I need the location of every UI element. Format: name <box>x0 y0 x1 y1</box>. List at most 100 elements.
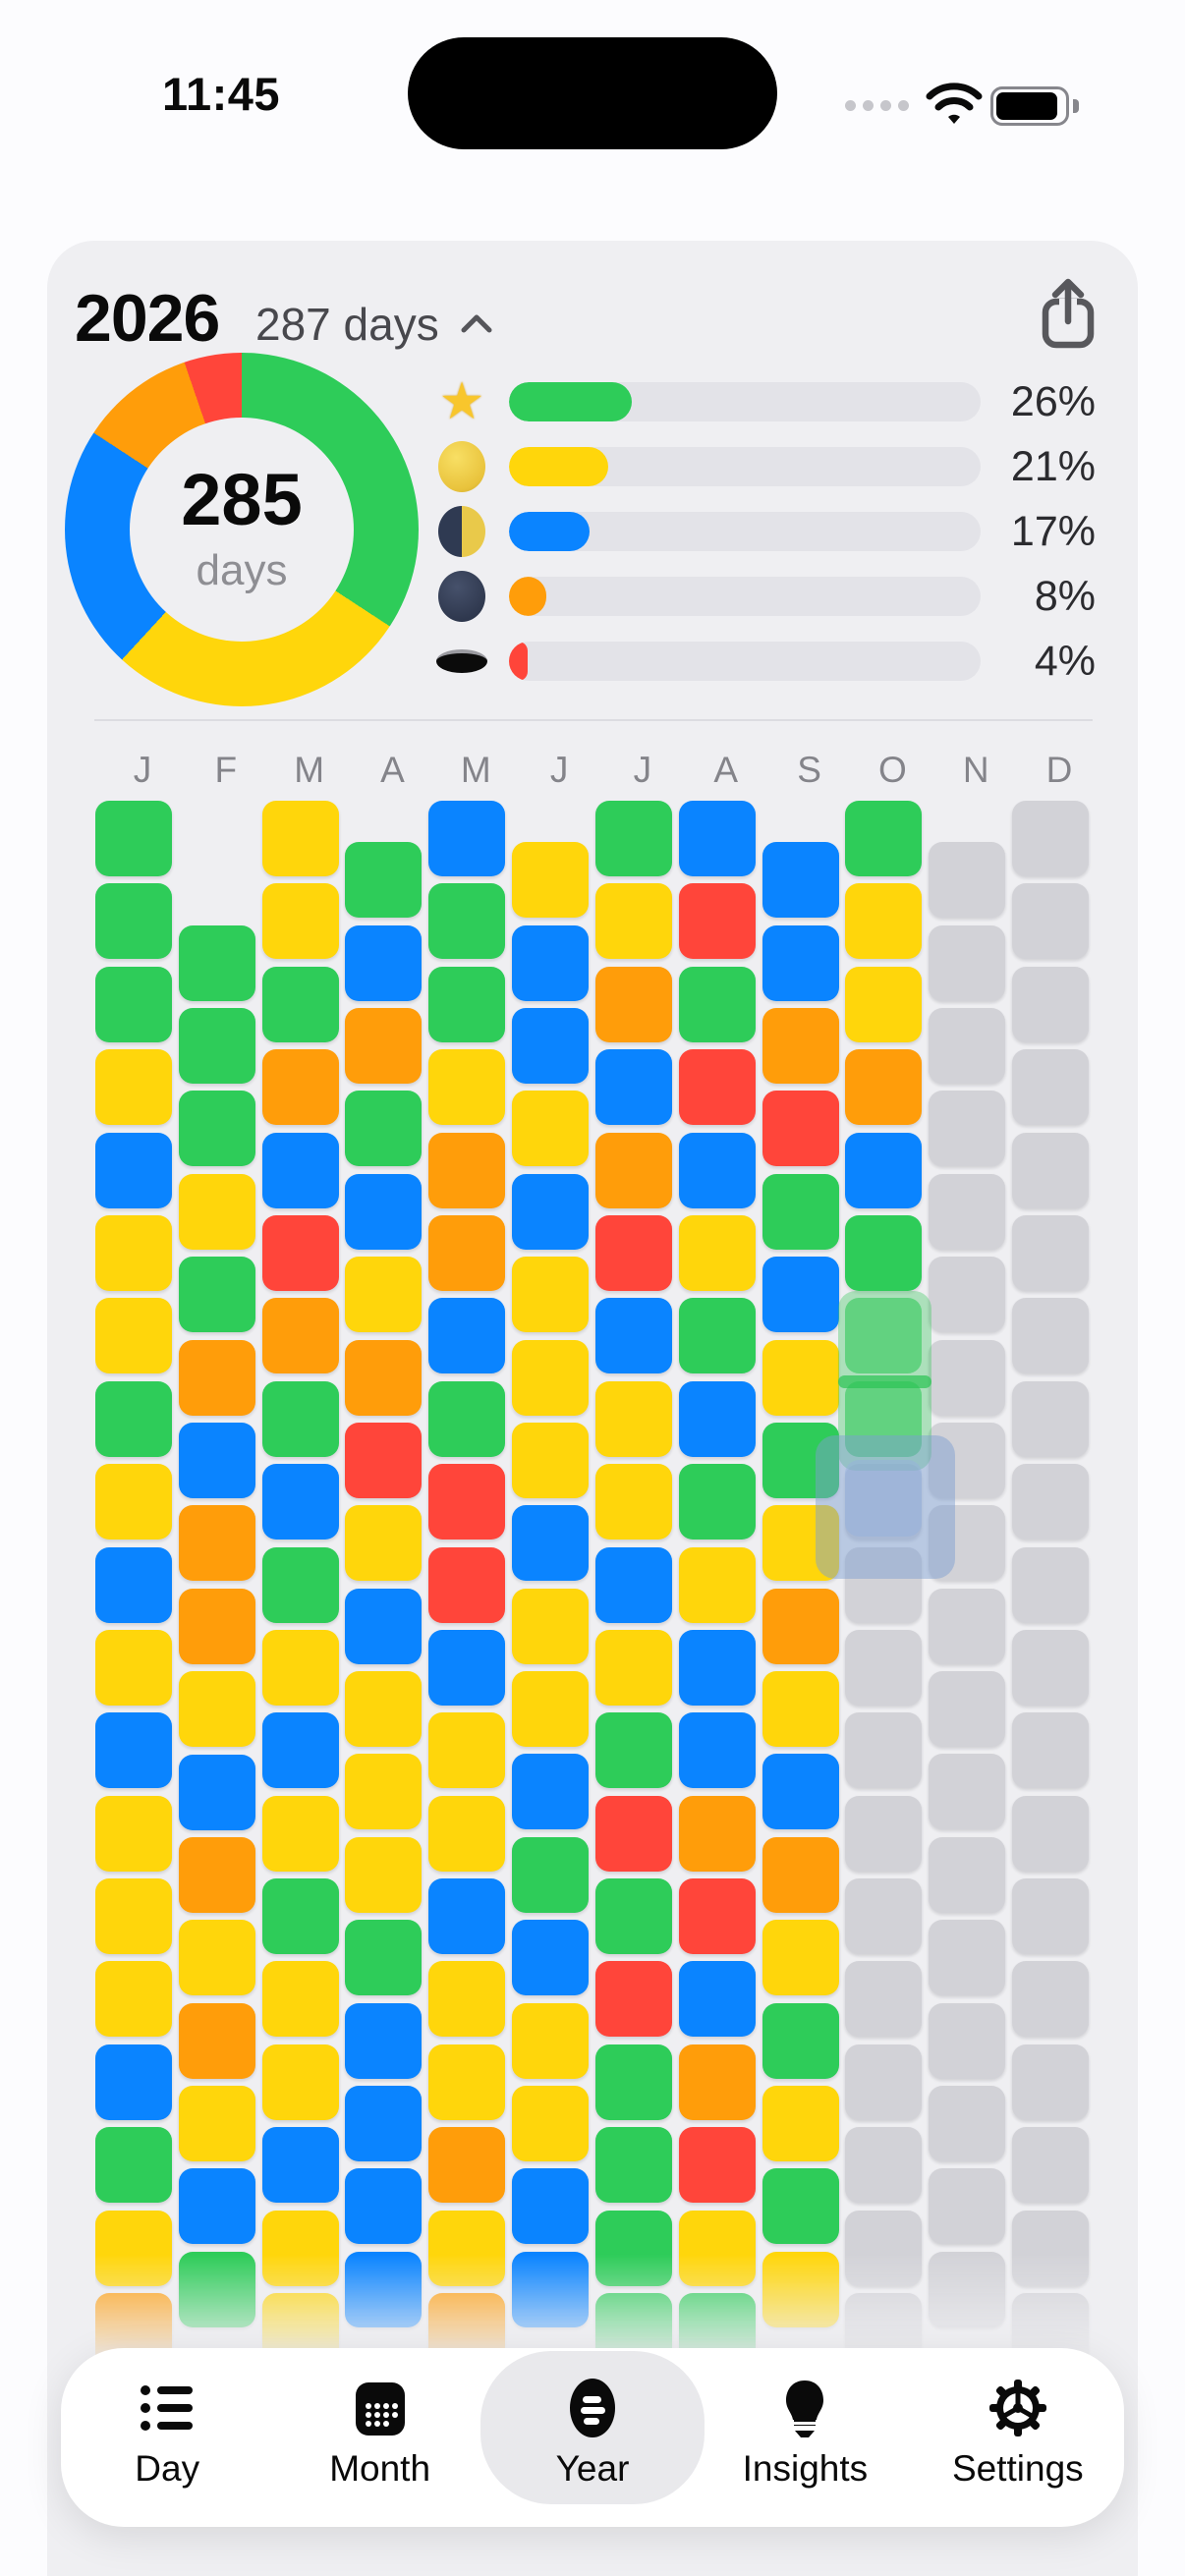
day-cell[interactable] <box>178 924 255 1001</box>
day-cell[interactable] <box>178 1173 255 1250</box>
day-cell[interactable] <box>762 1836 839 1913</box>
day-cell[interactable] <box>428 1214 506 1291</box>
day-cell[interactable] <box>929 1505 1006 1582</box>
day-cell[interactable] <box>428 1878 506 1955</box>
day-cell[interactable] <box>428 1961 506 2038</box>
day-cell[interactable] <box>594 1132 672 1208</box>
day-cell[interactable] <box>678 2210 756 2286</box>
day-cell[interactable] <box>95 1878 172 1955</box>
day-cell[interactable] <box>512 1920 590 1996</box>
day-cell[interactable] <box>678 883 756 960</box>
day-cell[interactable] <box>845 1546 923 1623</box>
day-cell[interactable] <box>345 1836 423 1913</box>
day-cell[interactable] <box>512 1505 590 1582</box>
day-cell[interactable] <box>95 1132 172 1208</box>
day-cell[interactable] <box>678 1712 756 1789</box>
day-cell[interactable] <box>428 2044 506 2120</box>
day-cell[interactable] <box>428 1629 506 1706</box>
day-cell[interactable] <box>261 1546 339 1623</box>
day-cell[interactable] <box>428 1795 506 1872</box>
day-cell[interactable] <box>512 1173 590 1250</box>
day-cell[interactable] <box>178 1339 255 1416</box>
day-cell[interactable] <box>845 883 923 960</box>
day-cell[interactable] <box>95 2127 172 2204</box>
day-cell[interactable] <box>512 842 590 919</box>
day-cell[interactable] <box>261 1878 339 1955</box>
day-cell[interactable] <box>95 1380 172 1457</box>
day-cell[interactable] <box>845 2044 923 2120</box>
day-cell[interactable] <box>678 1961 756 2038</box>
day-cell[interactable] <box>428 966 506 1042</box>
day-cell[interactable] <box>678 1214 756 1291</box>
day-cell[interactable] <box>512 1339 590 1416</box>
day-cell[interactable] <box>512 2168 590 2245</box>
day-cell[interactable] <box>762 2002 839 2079</box>
day-cell[interactable] <box>678 1629 756 1706</box>
day-cell[interactable] <box>261 1049 339 1126</box>
day-cell[interactable] <box>345 1091 423 1167</box>
day-cell[interactable] <box>594 883 672 960</box>
day-cell[interactable] <box>845 1214 923 1291</box>
day-cell[interactable] <box>678 1878 756 1955</box>
day-cell[interactable] <box>845 1629 923 1706</box>
day-cell[interactable] <box>428 1298 506 1374</box>
day-cell[interactable] <box>1012 1629 1090 1706</box>
day-cell[interactable] <box>929 1588 1006 1664</box>
day-cell[interactable] <box>762 1754 839 1830</box>
day-cell[interactable] <box>95 1214 172 1291</box>
day-cell[interactable] <box>678 1049 756 1126</box>
day-cell[interactable] <box>95 1049 172 1126</box>
day-cell[interactable] <box>261 2044 339 2120</box>
day-cell[interactable] <box>762 1422 839 1498</box>
day-cell[interactable] <box>428 1049 506 1126</box>
day-cell[interactable] <box>845 1049 923 1126</box>
day-cell[interactable] <box>1012 1380 1090 1457</box>
day-cell[interactable] <box>95 801 172 876</box>
day-cell[interactable] <box>345 2251 423 2327</box>
day-cell[interactable] <box>594 2127 672 2204</box>
day-cell[interactable] <box>178 1505 255 1582</box>
day-cell[interactable] <box>594 1380 672 1457</box>
day-cell[interactable] <box>95 966 172 1042</box>
day-cell[interactable] <box>178 1588 255 1664</box>
day-cell[interactable] <box>261 801 339 876</box>
day-cell[interactable] <box>1012 1298 1090 1374</box>
day-cell[interactable] <box>512 2251 590 2327</box>
day-cell[interactable] <box>345 1339 423 1416</box>
day-cell[interactable] <box>95 2044 172 2120</box>
day-cell[interactable] <box>762 2251 839 2327</box>
day-cell[interactable] <box>512 2086 590 2162</box>
day-cell[interactable] <box>845 1712 923 1789</box>
day-cell[interactable] <box>762 1920 839 1996</box>
day-cell[interactable] <box>929 2251 1006 2327</box>
day-cell[interactable] <box>594 1298 672 1374</box>
day-cell[interactable] <box>678 1298 756 1374</box>
day-cell[interactable] <box>261 1132 339 1208</box>
day-cell[interactable] <box>1012 1878 1090 1955</box>
day-cell[interactable] <box>178 1671 255 1748</box>
day-cell[interactable] <box>929 1754 1006 1830</box>
day-cell[interactable] <box>428 2210 506 2286</box>
day-cell[interactable] <box>95 2210 172 2286</box>
day-cell[interactable] <box>345 1671 423 1748</box>
day-cell[interactable] <box>512 1257 590 1333</box>
tab-day[interactable]: Day <box>61 2348 273 2527</box>
day-cell[interactable] <box>678 2044 756 2120</box>
day-cell[interactable] <box>512 924 590 1001</box>
day-cell[interactable] <box>261 1961 339 2038</box>
day-cell[interactable] <box>762 2086 839 2162</box>
day-cell[interactable] <box>345 1422 423 1498</box>
day-cell[interactable] <box>762 1588 839 1664</box>
day-cell[interactable] <box>261 1298 339 1374</box>
day-cell[interactable] <box>95 1298 172 1374</box>
day-cell[interactable] <box>261 883 339 960</box>
day-cell[interactable] <box>1012 1795 1090 1872</box>
day-cell[interactable] <box>512 1754 590 1830</box>
day-cell[interactable] <box>762 924 839 1001</box>
day-cell[interactable] <box>1012 2127 1090 2204</box>
day-cell[interactable] <box>845 1878 923 1955</box>
day-cell[interactable] <box>762 1671 839 1748</box>
day-cell[interactable] <box>845 2127 923 2204</box>
day-cell[interactable] <box>1012 1961 1090 2038</box>
day-cell[interactable] <box>929 2168 1006 2245</box>
